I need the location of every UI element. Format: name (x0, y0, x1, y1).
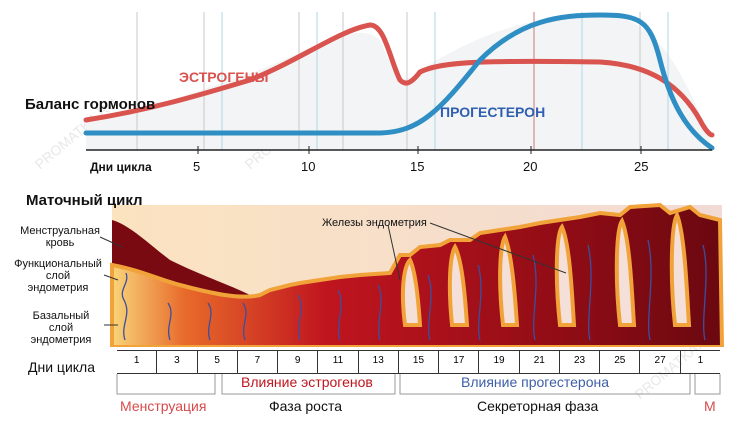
gland-crypts (400, 210, 692, 327)
day-cell: 11 (318, 351, 359, 373)
day-strip: 1 3 5 7 9 11 13 15 17 19 21 23 25 27 1 (117, 350, 720, 374)
label-glands: Железы эндометрия (322, 217, 427, 229)
hormone-tick-20: 20 (523, 159, 538, 174)
phase-brackets (116, 374, 721, 395)
label-pointers (99, 222, 567, 326)
uterine-title: Маточный цикл (26, 192, 143, 209)
day-cell: 23 (560, 351, 601, 373)
label-functional-line2: слой (45, 270, 71, 282)
day-cell: 5 (198, 351, 238, 373)
estrogen-curve (83, 22, 715, 138)
day-cell: 13 (359, 351, 399, 373)
hormone-chart (83, 12, 715, 154)
day-cell: 21 (520, 351, 560, 373)
hormone-tick-10: 10 (301, 159, 316, 174)
phase-menstruation: Менструация (120, 398, 207, 414)
label-functional-line1: Функциональный (14, 258, 102, 270)
hormone-axis-ticks (197, 146, 642, 154)
phase-estrogen-influence: Влияние эстрогенов (241, 374, 373, 390)
day-cell: 19 (479, 351, 520, 373)
label-basal-line3: эндометрия (30, 334, 92, 346)
progesterone-label: ПРОГЕСТЕРОН (440, 104, 546, 120)
label-basal-line1: Базальный (32, 310, 90, 322)
hormone-tick-25: 25 (634, 159, 649, 174)
label-menstrual-blood: Менструальная кровь (10, 225, 110, 249)
label-menstrual-blood-line2: кровь (45, 237, 75, 249)
hormone-area (86, 15, 710, 150)
day-cell: 3 (157, 351, 198, 373)
label-basal-line2: слой (48, 322, 74, 334)
hormone-axis-label: Дни цикла (90, 160, 152, 174)
day-cell: 9 (278, 351, 319, 373)
day-cell: 25 (600, 351, 641, 373)
day-cell: 27 (640, 351, 681, 373)
day-cell: 7 (238, 351, 279, 373)
day-cell: 1 (117, 351, 158, 373)
day-cell: 15 (399, 351, 440, 373)
label-basal-layer: Базальный слой эндометрия (16, 310, 106, 346)
phase-m: М (704, 398, 716, 414)
label-menstrual-blood-line1: Менструальная (20, 225, 100, 237)
day-cell: 17 (439, 351, 480, 373)
uterine-illustration (99, 202, 725, 347)
phase-secretory: Секреторная фаза (477, 398, 599, 414)
progesterone-curve (83, 12, 715, 151)
phase-growth: Фаза роста (269, 398, 342, 414)
hormone-tick-15: 15 (410, 159, 425, 174)
day-cell: 1 (697, 355, 704, 366)
hormone-title: Баланс гормонов (25, 96, 156, 113)
phase-progesterone-influence: Влияние прогестерона (461, 374, 610, 390)
hormone-tick-5: 5 (193, 159, 201, 174)
label-functional-layer: Функциональный слой эндометрия (6, 258, 110, 294)
estrogen-label: ЭСТРОГЕНЫ (179, 69, 269, 85)
day-strip-label: Дни цикла (28, 359, 95, 375)
label-functional-line3: эндометрия (27, 282, 89, 294)
blood-vessels (121, 239, 707, 341)
